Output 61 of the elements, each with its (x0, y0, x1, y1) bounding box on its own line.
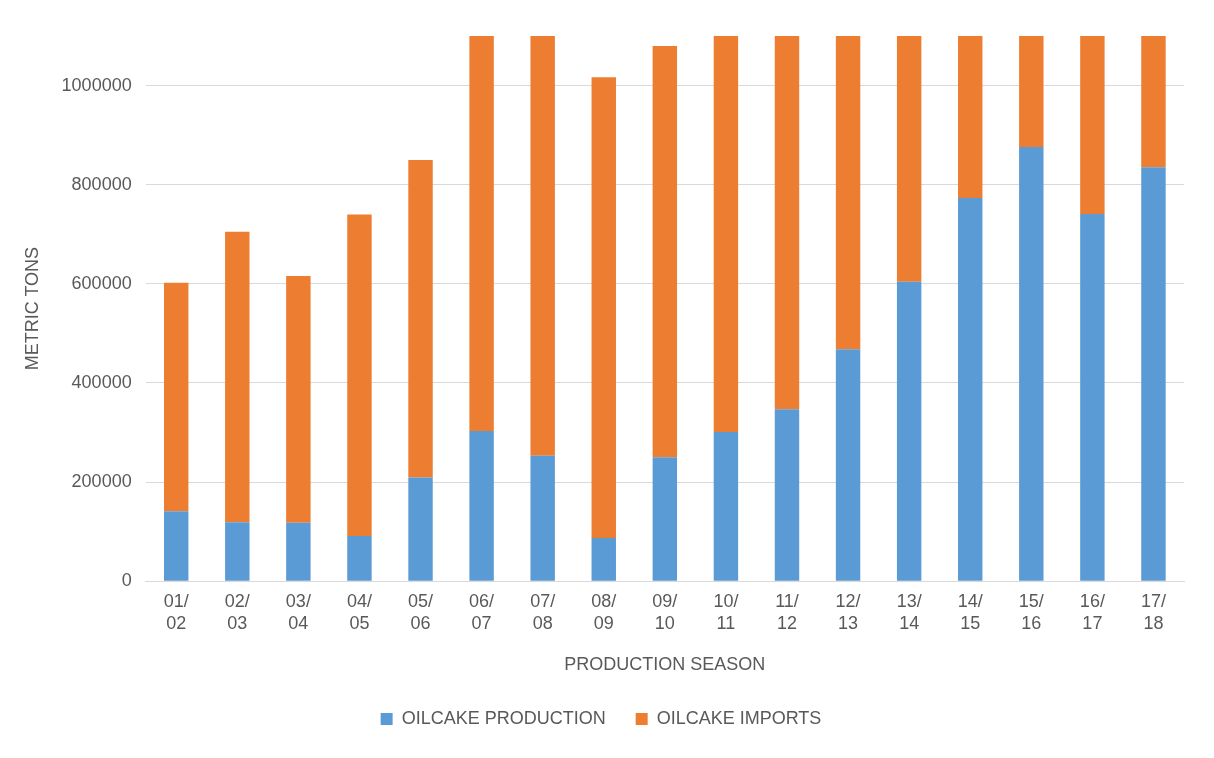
bar (408, 159, 433, 478)
x-tick-label: 02/03 (224, 590, 250, 633)
bar (1080, 213, 1105, 581)
x-tick-label: 17/18 (1140, 590, 1166, 633)
x-tick-label: 06/07 (469, 590, 495, 633)
x-tick-label: 10/11 (713, 590, 739, 633)
y-tick-label: 0 (121, 570, 132, 591)
bar (225, 231, 250, 523)
bar (774, 36, 800, 410)
x-tick-label: 13/14 (896, 590, 922, 633)
x-tick-label: 01/02 (163, 590, 189, 633)
x-tick-label: 15/16 (1018, 590, 1044, 633)
y-tick-label: 600000 (71, 272, 132, 293)
x-tick-label: 12/13 (835, 590, 861, 633)
y-axis-title: METRIC TONS (21, 246, 42, 371)
x-tick-label: 08/09 (591, 590, 617, 633)
bar (1141, 36, 1166, 168)
bar (1141, 167, 1166, 581)
y-tick-label: 200000 (71, 471, 132, 492)
bar (408, 477, 433, 581)
bar (713, 432, 739, 581)
x-tick-label: 07/08 (530, 590, 556, 633)
x-tick-label: 14/15 (957, 590, 983, 633)
bar (164, 282, 189, 512)
y-tick-label: 1000000 (61, 74, 132, 95)
bar (591, 77, 616, 539)
bar (225, 522, 250, 581)
bar (1080, 36, 1105, 214)
bar (469, 431, 494, 581)
bar (164, 511, 189, 581)
bar (347, 536, 372, 581)
x-tick-label: 09/10 (652, 590, 678, 633)
bar (347, 214, 372, 537)
bar (896, 281, 922, 581)
bar (469, 36, 494, 432)
bar (530, 36, 555, 456)
bar (530, 455, 555, 581)
bar (896, 36, 922, 282)
x-tick-label: 11/12 (775, 590, 799, 633)
bar (835, 36, 861, 350)
bar (835, 349, 861, 581)
bar (652, 457, 678, 581)
x-axis-title: PRODUCTION SEASON (564, 654, 766, 675)
bar (591, 538, 616, 581)
x-tick-label: 04/05 (346, 590, 372, 633)
bar (1019, 147, 1044, 581)
bar (286, 275, 311, 523)
bar (652, 45, 678, 458)
bar (958, 198, 983, 581)
x-tick-label: 16/17 (1079, 590, 1105, 633)
bar (1019, 36, 1044, 148)
bar (286, 522, 311, 581)
y-tick-label: 800000 (71, 173, 132, 194)
legend-label: OILCAKE IMPORTS (656, 707, 822, 728)
x-tick-label: 03/04 (285, 590, 311, 633)
bar (958, 36, 983, 199)
x-tick-label: 05/06 (408, 590, 434, 633)
bar (774, 409, 800, 581)
bar (713, 36, 739, 433)
legend-label: OILCAKE PRODUCTION (401, 707, 606, 728)
y-tick-label: 400000 (71, 371, 132, 392)
